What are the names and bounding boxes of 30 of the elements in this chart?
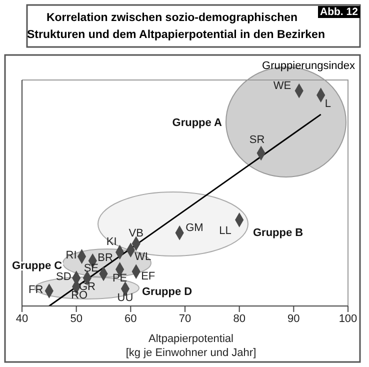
annotation: L — [324, 98, 331, 110]
annotation: VB — [128, 228, 144, 240]
annotation: UU — [117, 292, 134, 304]
y-axis-title: Gruppierungsindex — [262, 60, 355, 72]
annotation: SD — [56, 271, 72, 284]
annotation: WL — [134, 251, 152, 264]
annotation: Gruppe B — [253, 227, 304, 239]
annotation: GM — [186, 222, 204, 234]
caption: Abb. 12 — [318, 6, 360, 18]
annotation: EF — [141, 270, 156, 283]
x-tick-label: 90 — [288, 312, 300, 325]
annotation: KI — [106, 236, 117, 248]
annotation: LL — [219, 224, 232, 237]
x-tick-label: 100 — [338, 312, 358, 325]
x-tick-label: 60 — [124, 312, 137, 325]
annotation: Gruppe D — [142, 286, 192, 298]
annotation: SE — [84, 262, 98, 275]
annotation: FR — [28, 284, 44, 296]
annotation: BR — [98, 252, 113, 264]
annotation: WE — [273, 80, 292, 92]
x-tick-label: 40 — [16, 312, 28, 325]
x-tick-label: 70 — [178, 312, 192, 325]
x-tick-label: 50 — [70, 312, 82, 325]
annotation: PE — [112, 272, 128, 284]
x-axis-title: Altpapierpotential [kg je Einwohner und Jahr] — [126, 333, 256, 359]
annotation: SR — [249, 134, 265, 146]
annotation: RO — [71, 290, 88, 302]
x-tick-label: 80 — [233, 312, 246, 325]
annotation: RI — [66, 249, 77, 262]
annotation: Gruppe A — [172, 117, 222, 129]
